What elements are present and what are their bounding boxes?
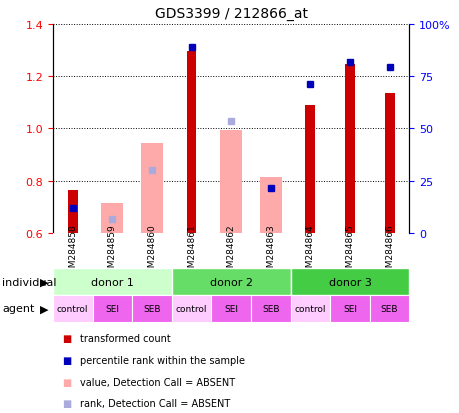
Text: control: control [57,304,88,313]
Bar [305,106,314,233]
Text: control: control [294,304,325,313]
Text: ■: ■ [62,355,71,365]
Text: ■: ■ [62,398,71,408]
Bar [171,295,211,322]
Text: donor 1: donor 1 [91,277,134,287]
Text: GSM284863: GSM284863 [266,223,274,278]
Bar [369,295,409,322]
Text: ■: ■ [62,334,71,344]
Bar [67,190,78,233]
Text: GSM284860: GSM284860 [147,223,156,278]
Text: GSM284865: GSM284865 [345,223,354,278]
Bar [186,52,196,233]
Bar [211,295,251,322]
Bar [384,94,394,233]
Bar [220,131,241,233]
Text: control: control [175,304,207,313]
Text: donor 3: donor 3 [328,277,370,287]
Bar [53,268,171,295]
Bar [251,295,290,322]
Bar [259,177,281,233]
Text: rank, Detection Call = ABSENT: rank, Detection Call = ABSENT [80,398,230,408]
Text: GSM284862: GSM284862 [226,224,235,278]
Text: SEB: SEB [380,304,397,313]
Text: transformed count: transformed count [80,334,171,344]
Bar [141,143,162,233]
Bar [53,295,92,322]
Text: GSM284858: GSM284858 [68,223,77,278]
Bar [344,65,354,233]
Text: GSM284864: GSM284864 [305,224,314,278]
Text: percentile rank within the sample: percentile rank within the sample [80,355,245,365]
Text: agent: agent [2,304,34,314]
Text: individual: individual [2,277,56,287]
Text: ■: ■ [62,377,71,387]
Bar [132,295,171,322]
Text: donor 2: donor 2 [209,277,252,287]
Text: SEI: SEI [224,304,238,313]
Text: SEI: SEI [342,304,356,313]
Text: SEI: SEI [105,304,119,313]
Bar [101,203,123,233]
Text: SEB: SEB [262,304,279,313]
Text: ▶: ▶ [40,304,49,314]
Bar [330,295,369,322]
Text: SEB: SEB [143,304,160,313]
Text: value, Detection Call = ABSENT: value, Detection Call = ABSENT [80,377,235,387]
Text: GSM284866: GSM284866 [384,223,393,278]
Title: GDS3399 / 212866_at: GDS3399 / 212866_at [154,7,307,21]
Bar [92,295,132,322]
Bar [290,268,409,295]
Bar [171,268,290,295]
Text: GSM284859: GSM284859 [107,223,117,278]
Text: GSM284861: GSM284861 [187,223,196,278]
Bar [290,295,330,322]
Text: ▶: ▶ [40,277,49,287]
